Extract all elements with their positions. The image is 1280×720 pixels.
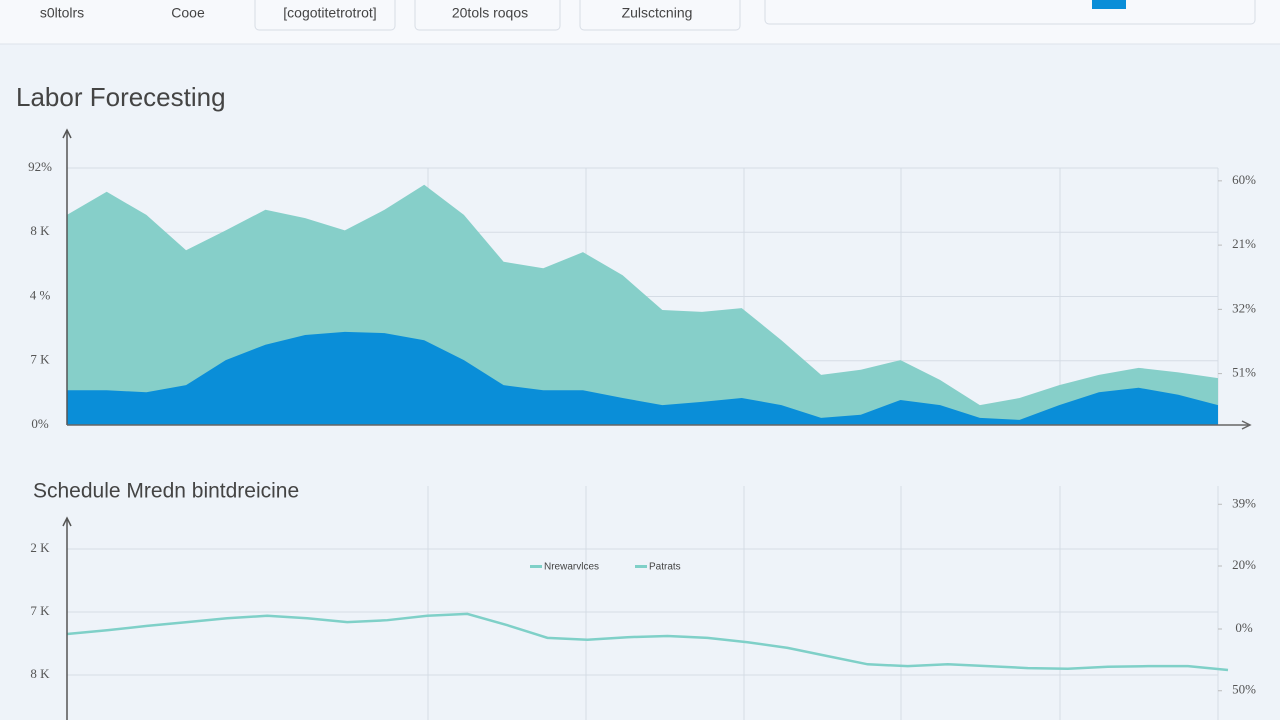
x-axis-arrow bbox=[1241, 420, 1252, 430]
legend-label: Nrewarvlces bbox=[544, 562, 599, 573]
line bbox=[66, 612, 1229, 672]
y-tick-label: 92% bbox=[28, 159, 52, 174]
y2-tick-label: 20% bbox=[1232, 557, 1256, 572]
tab-frame bbox=[579, 0, 741, 31]
y2-tick-label: 39% bbox=[1232, 495, 1256, 510]
chart-title: Schedule Mredn bintdreicine bbox=[33, 480, 299, 503]
y2-tick-label: 60% bbox=[1232, 172, 1256, 187]
search-frame bbox=[764, 0, 1256, 25]
y2-tick-label: 21% bbox=[1232, 236, 1256, 251]
y-axis-arrow bbox=[62, 516, 72, 527]
tab-frame bbox=[414, 0, 561, 31]
nav-item[interactable]: s0ltolrs bbox=[40, 5, 84, 21]
y2-tick-label: 0% bbox=[1235, 620, 1253, 635]
y2-tick-label: 50% bbox=[1232, 682, 1256, 697]
nav-item[interactable]: Zulsctcning bbox=[622, 5, 693, 21]
legend-swatch bbox=[530, 565, 542, 568]
legend-label: Patrats bbox=[649, 562, 681, 573]
chart-title: Labor Forecesting bbox=[16, 82, 226, 112]
y-tick-label: 2 K bbox=[30, 540, 50, 555]
y-tick-label: 8 K bbox=[30, 223, 50, 238]
top-bar bbox=[0, 0, 1280, 44]
y-axis-arrow bbox=[62, 128, 72, 139]
y-tick-label: 4 % bbox=[30, 287, 51, 302]
nav-item[interactable]: [cogotitetrotrot] bbox=[283, 5, 376, 21]
status-icon bbox=[1092, 0, 1126, 9]
y-tick-label: 8 K bbox=[30, 666, 50, 681]
y2-tick-label: 51% bbox=[1232, 365, 1256, 380]
legend-swatch bbox=[635, 565, 647, 568]
y2-tick-label: 32% bbox=[1232, 300, 1256, 315]
nav-item[interactable]: Cooe bbox=[171, 5, 205, 21]
y-tick-label: 7 K bbox=[30, 352, 50, 367]
area bbox=[67, 331, 1218, 425]
y-tick-label: 7 K bbox=[30, 603, 50, 618]
tab-frame bbox=[254, 0, 396, 31]
nav-item[interactable]: 20tols roqos bbox=[452, 5, 528, 21]
y-tick-label: 0% bbox=[31, 416, 49, 431]
